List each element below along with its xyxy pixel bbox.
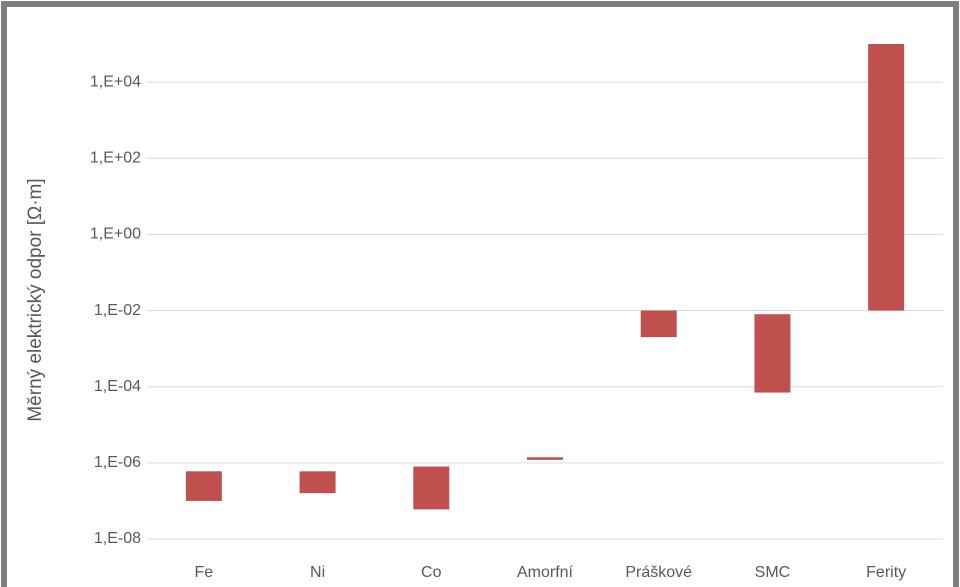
bar [527, 457, 563, 460]
bar [754, 314, 791, 393]
bar [868, 44, 905, 311]
y-tick-label: 1,E+02 [90, 149, 141, 166]
y-tick-label: 1,E-06 [94, 454, 141, 471]
x-tick-label: Práškové [625, 564, 692, 581]
x-tick-label: Fe [195, 564, 214, 581]
y-tick-label: 1,E-04 [94, 378, 141, 395]
x-tick-label: SMC [755, 564, 791, 581]
x-tick-label: Amorfní [517, 564, 574, 581]
x-tick-label: Ni [310, 564, 325, 581]
bar [185, 471, 222, 501]
y-axis-title: Měrný elektrický odpor [Ω·m] [25, 178, 46, 421]
y-tick-label: 1,E-08 [94, 530, 141, 547]
bar [413, 466, 450, 510]
bar [640, 310, 677, 338]
x-tick-label: Co [421, 564, 442, 581]
x-tick-label: Ferity [866, 564, 906, 581]
y-tick-label: 1,E-02 [94, 302, 141, 319]
y-tick-label: 1,E+04 [90, 73, 141, 90]
bar [299, 471, 336, 494]
y-tick-label: 1,E+00 [90, 226, 141, 243]
